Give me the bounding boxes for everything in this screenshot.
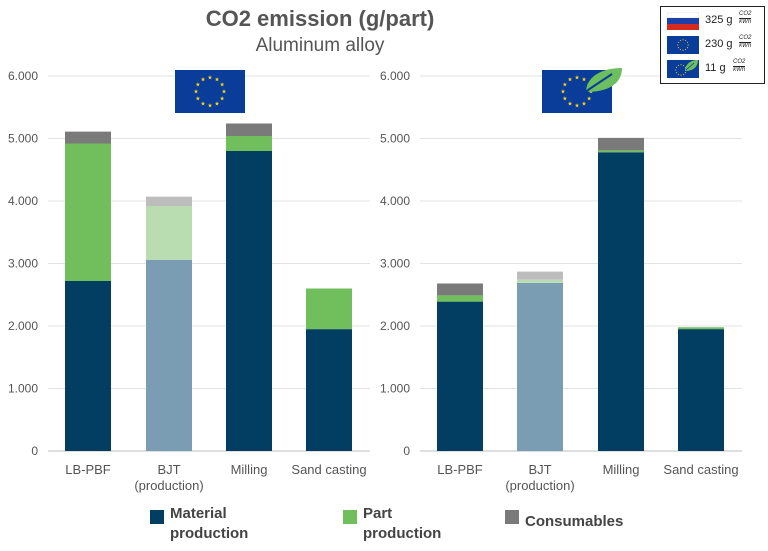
eu-flag-leaf-icon: [667, 60, 699, 78]
y-tick-label: 6.000: [8, 69, 38, 83]
y-tick-label: 1.000: [380, 382, 410, 396]
y-tick-label: 5.000: [8, 132, 38, 146]
chart-panel-1: 0 1.000 2.000 3.000 4.000 5.000 6.000 LB-PBF BJT…: [8, 69, 370, 493]
x-tick-label: (production): [505, 478, 574, 493]
bar-segment-part-production: [678, 327, 724, 330]
legend-swatch-part: [343, 510, 357, 524]
legend-unit-russia: CO2 kWh: [739, 11, 752, 25]
bar-segment-part-production: [437, 295, 483, 302]
x-tick-label: LB-PBF: [437, 462, 483, 477]
y-tick-label: 6.000: [380, 69, 410, 83]
y-tick-label: 0: [403, 444, 410, 458]
legend-value-russia: 325 g: [705, 14, 733, 26]
y-tick-label: 2.000: [8, 319, 38, 333]
x-tick-label: BJT: [528, 462, 551, 477]
legend-row-eu: 230 g CO2 kWh: [667, 35, 762, 54]
legend-swatch-consumables: [505, 510, 519, 524]
eu-flag-icon: [667, 36, 699, 54]
x-tick-label: (production): [134, 478, 203, 493]
x-tick-label: Milling: [231, 462, 268, 477]
chart-panel-2: 0 1.000 2.000 3.000 4.000 5.000 6.000 LB-PBF BJT…: [380, 68, 742, 493]
y-tick-label: 3.000: [380, 257, 410, 271]
bar-segment-consumables: [146, 196, 192, 206]
bar-segment-consumables: [437, 283, 483, 296]
bar-segment-part-production: [598, 150, 644, 153]
series-legend: Material production Part production Consum…: [0, 504, 768, 549]
legend-value-eu-green: 11 g: [705, 62, 726, 74]
bar-segment-part-production: [65, 143, 111, 281]
x-tick-label: Sand casting: [663, 462, 738, 477]
y-tick-label: 3.000: [8, 257, 38, 271]
y-tick-label: 0: [31, 444, 38, 458]
y-tick-label: 4.000: [8, 194, 38, 208]
russia-flag-icon: [667, 12, 699, 30]
x-tick-label: Milling: [603, 462, 640, 477]
bar-segment-material-production: [306, 329, 352, 451]
eu-flag-icon: [175, 70, 245, 113]
bar-segment-part-production: [146, 206, 192, 260]
bar-segment-part-production: [226, 136, 272, 151]
bar-segment-material-production: [598, 152, 644, 451]
legend-row-russia: 325 g CO2 kWh: [667, 11, 762, 30]
bar-segment-material-production: [226, 151, 272, 451]
bar-segment-consumables: [226, 123, 272, 136]
bar-segment-material-production: [517, 282, 563, 451]
bar-segment-consumables: [598, 137, 644, 151]
y-tick-label: 5.000: [380, 132, 410, 146]
legend-unit-eu-green: CO2 kWh: [733, 59, 746, 73]
eu-flag-leaf-icon: [542, 68, 622, 113]
x-tick-label: Sand casting: [291, 462, 366, 477]
legend-unit-eu: CO2 kWh: [739, 35, 752, 49]
grid-intensity-legend: 325 g CO2 kWh 230 g CO2 kWh 11 g CO2 kWh: [660, 6, 765, 84]
bar-segment-consumables: [517, 271, 563, 280]
legend-row-eu-green: 11 g CO2 kWh: [667, 59, 762, 78]
legend-label-material: Material production: [170, 505, 249, 542]
chart-subtitle: Aluminum alloy: [255, 35, 385, 56]
y-tick-label: 4.000: [380, 194, 410, 208]
bar-segment-material-production: [146, 259, 192, 451]
bar-segment-part-production: [517, 279, 563, 283]
x-tick-label: BJT: [157, 462, 180, 477]
y-tick-label: 1.000: [8, 382, 38, 396]
bar-segment-material-production: [437, 301, 483, 451]
legend-label-consumables: Consumables: [525, 513, 624, 530]
chart-title: CO2 emission (g/part): [205, 6, 435, 31]
legend-label-part: Part production: [363, 505, 442, 542]
legend-value-eu: 230 g: [705, 38, 733, 50]
y-tick-label: 2.000: [380, 319, 410, 333]
bar-segment-part-production: [306, 288, 352, 330]
legend-swatch-material: [150, 510, 164, 524]
bar-segment-material-production: [678, 329, 724, 451]
bar-segment-material-production: [65, 281, 111, 451]
bar-segment-consumables: [65, 131, 111, 144]
x-tick-label: LB-PBF: [65, 462, 111, 477]
